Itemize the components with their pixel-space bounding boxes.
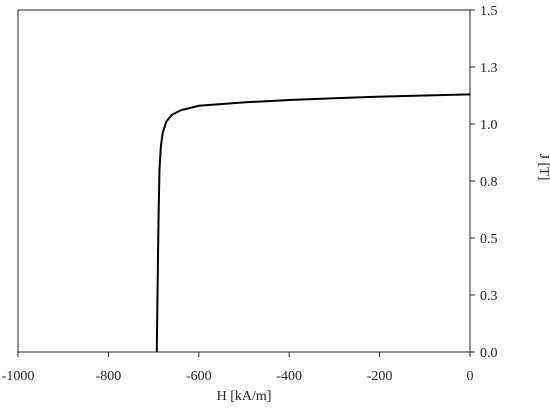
y-axis-title: J [T] [536,154,550,181]
x-tick-label: -400 [276,369,302,384]
y-tick-label: 1.0 [480,118,498,133]
y-tick-label: 0.8 [480,175,498,190]
x-tick-label: -1000 [2,369,35,384]
y-tick-label: 0.0 [480,346,498,361]
x-tick-label: -800 [96,369,122,384]
x-tick-label: 0 [467,369,474,384]
y-tick-label: 0.3 [480,289,498,304]
data-line [155,93,471,353]
x-axis-title: H [kA/m] [217,389,272,404]
y-tick-label: 1.5 [480,4,498,19]
plot-frame [17,9,471,353]
y-tick-label: 0.5 [480,232,498,247]
x-tick-label: -600 [186,369,212,384]
x-tick-label: -200 [367,369,393,384]
y-tick-label: 1.3 [480,61,498,76]
